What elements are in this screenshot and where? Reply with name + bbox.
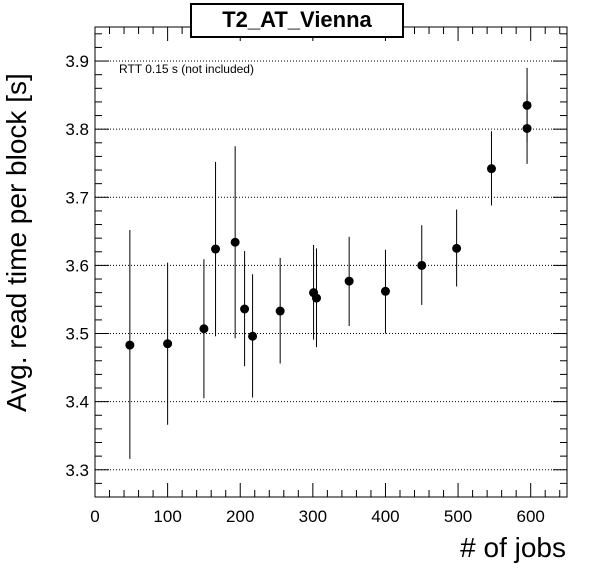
data-point [344,276,354,286]
y-tick-label: 3.5 [65,325,89,344]
data-point [240,304,250,314]
data-points [125,67,532,459]
data-point [199,324,209,334]
x-tick-label: 200 [226,507,254,526]
data-point [230,237,240,247]
data-point [486,164,496,174]
x-axis-title: # of jobs [460,532,566,563]
data-point [211,244,221,254]
data-point [417,260,427,270]
y-tick-label: 3.9 [65,52,89,71]
data-point [125,340,135,350]
x-tick-label: 0 [90,507,99,526]
grid-lines [95,60,567,471]
y-tick-label: 3.4 [65,393,89,412]
data-point [311,293,321,303]
y-tick-label: 3.8 [65,120,89,139]
y-tick-label: 3.3 [65,461,89,480]
chart-title: T2_AT_Vienna [222,7,372,32]
x-tick-label: 500 [444,507,472,526]
data-point [163,339,173,349]
rtt-annotation: RTT 0.15 s (not included) [119,62,254,76]
x-tick-label: 300 [299,507,327,526]
data-point [380,286,390,296]
data-point [522,100,532,110]
data-point [452,243,462,253]
y-tick-label: 3.7 [65,188,89,207]
x-tick-label: 600 [517,507,545,526]
x-tick-label: 100 [153,507,181,526]
y-axis-title: Avg. read time per block [s] [1,73,32,412]
data-point [275,306,285,316]
title-box: T2_AT_Vienna [190,3,404,38]
x-tick-label: 400 [371,507,399,526]
data-point [248,331,258,341]
y-tick-label: 3.6 [65,256,89,275]
